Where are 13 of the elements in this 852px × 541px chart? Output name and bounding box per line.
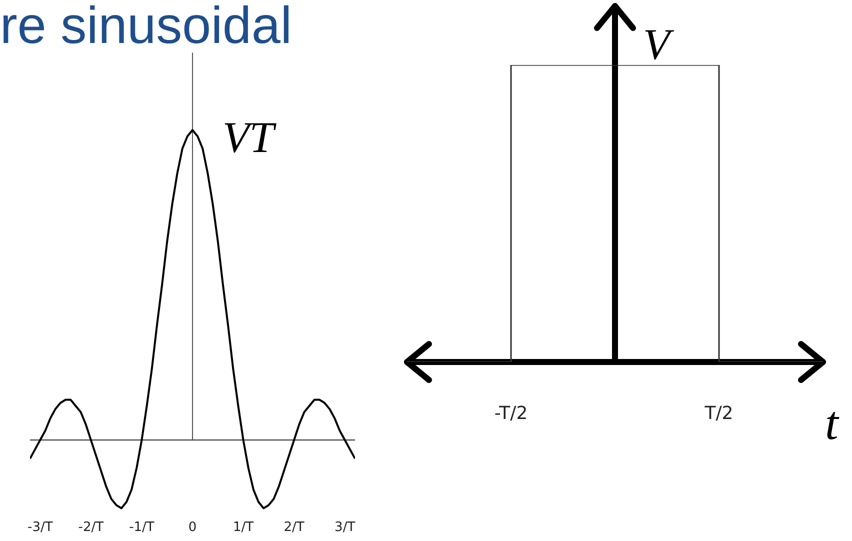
chart-title: re sinusoidal — [0, 0, 292, 56]
x-tick-label: -1/T — [129, 520, 154, 535]
x-tick-label: -T/2 — [494, 402, 528, 424]
x-tick-label: 1/T — [232, 520, 254, 535]
annotation: VT — [222, 113, 278, 162]
x-tick-label: 3/T — [334, 520, 356, 535]
x-tick-label: 0 — [188, 520, 197, 535]
x-axis-title: t — [825, 397, 840, 450]
x-tick-label: T/2 — [704, 402, 734, 424]
y-axis-title: V — [643, 20, 675, 69]
x-tick-label: -3/T — [28, 520, 53, 535]
x-tick-label: -2/T — [78, 520, 104, 535]
x-tick-label: 2/T — [284, 520, 304, 535]
